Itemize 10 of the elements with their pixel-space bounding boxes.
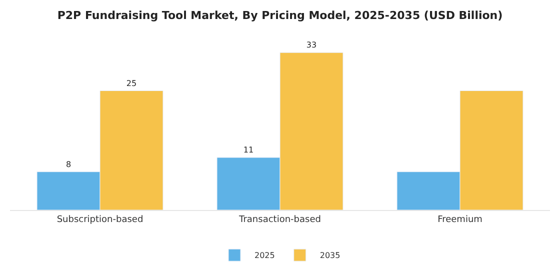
x-tick-label: Freemium: [438, 214, 482, 225]
data-label: 25: [126, 78, 137, 88]
x-tick-label: Transaction-based: [238, 214, 321, 225]
data-label: 33: [306, 40, 317, 50]
legend-label: 2035: [320, 251, 340, 260]
x-tick-label: Subscription-based: [56, 214, 144, 225]
data-label: 8: [66, 160, 72, 169]
legend-label: 2025: [254, 251, 275, 260]
chart-title: P2P Fundraising Tool Market, By Pricing Model, 2025-2035 (USD Billion): [57, 8, 503, 22]
data-label: 11: [243, 146, 254, 155]
